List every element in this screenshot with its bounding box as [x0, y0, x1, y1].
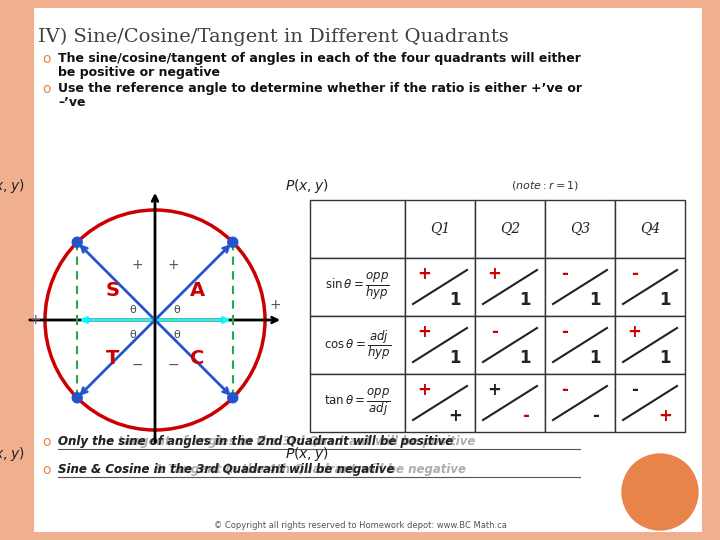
Text: o: o	[42, 82, 50, 96]
Bar	[545, 374, 615, 432]
Bar	[475, 374, 545, 432]
Bar	[405, 316, 475, 374]
Bar	[615, 200, 685, 258]
Text: T: T	[107, 348, 120, 368]
Bar	[18, 8, 34, 532]
Text: be positive or negative: be positive or negative	[58, 66, 220, 79]
Text: 1: 1	[590, 349, 601, 367]
Bar	[310, 200, 405, 258]
Text: Q4: Q4	[640, 222, 660, 236]
Text: Q2: Q2	[500, 222, 520, 236]
Text: $\cos\theta = \dfrac{adj}{hyp}$: $\cos\theta = \dfrac{adj}{hyp}$	[324, 328, 391, 362]
Bar	[615, 316, 685, 374]
Text: +: +	[659, 407, 672, 425]
Text: Only the sine of angles in the 2nd Quadrant will be positive: Only the sine of angles in the 2nd Quadr…	[58, 435, 453, 448]
Text: +: +	[418, 265, 431, 284]
Text: IV) Sine/Cosine/Tangent in Different Quadrants: IV) Sine/Cosine/Tangent in Different Qua…	[38, 28, 509, 46]
Text: -: -	[522, 407, 528, 425]
Bar	[475, 258, 545, 316]
Bar	[310, 258, 405, 316]
Text: © Copyright all rights reserved to Homework depot: www.BC Math.ca: © Copyright all rights reserved to Homew…	[214, 521, 506, 530]
Text: $\tan\theta = \dfrac{opp}{adj}$: $\tan\theta = \dfrac{opp}{adj}$	[324, 388, 391, 418]
Text: $P\left(x,y\right)$: $P\left(x,y\right)$	[0, 445, 25, 463]
Text: Sine & Cosine & Tangent in the 4th Quadrant will be negative: Sine & Cosine & Tangent in the 4th Quadr…	[58, 463, 466, 476]
Text: A: A	[189, 280, 204, 300]
Text: -: -	[631, 381, 638, 399]
Text: o: o	[42, 52, 50, 66]
Text: −: −	[167, 358, 179, 372]
Bar	[545, 200, 615, 258]
Bar	[310, 316, 405, 374]
Bar	[405, 374, 475, 432]
Text: 1: 1	[660, 291, 671, 309]
Bar	[405, 258, 475, 316]
Text: -: -	[631, 265, 638, 284]
Text: +: +	[418, 323, 431, 341]
Text: -: -	[561, 265, 568, 284]
Text: +: +	[418, 381, 431, 399]
Circle shape	[72, 237, 82, 247]
Text: +: +	[487, 381, 502, 399]
Bar	[405, 200, 475, 258]
Circle shape	[72, 393, 82, 403]
Text: o: o	[42, 463, 50, 477]
Text: 1: 1	[450, 291, 461, 309]
Text: +: +	[449, 407, 462, 425]
Bar	[545, 316, 615, 374]
Text: Q1: Q1	[430, 222, 450, 236]
Text: −: −	[131, 358, 143, 372]
Text: $P\left(x,y\right)$: $P\left(x,y\right)$	[0, 177, 25, 195]
Bar	[615, 258, 685, 316]
Text: Sine & Cosine in the 3rd Quadrant will be negative: Sine & Cosine in the 3rd Quadrant will b…	[58, 463, 395, 476]
Text: +: +	[628, 323, 642, 341]
Bar	[475, 316, 545, 374]
Text: 1: 1	[520, 349, 531, 367]
Text: 1: 1	[450, 349, 461, 367]
Text: -: -	[491, 323, 498, 341]
Circle shape	[228, 393, 238, 403]
Text: 1: 1	[660, 349, 671, 367]
Text: θ: θ	[174, 330, 181, 340]
Text: -: -	[561, 381, 568, 399]
Text: Only the tangent of angles in the 3rd Quadrant will be positive: Only the tangent of angles in the 3rd Qu…	[58, 435, 475, 448]
Text: C: C	[190, 348, 204, 368]
Bar	[310, 374, 405, 432]
Text: $\left(note : r = 1\right)$: $\left(note : r = 1\right)$	[511, 179, 579, 192]
Circle shape	[228, 237, 238, 247]
Bar	[545, 258, 615, 316]
Text: +: +	[487, 265, 502, 284]
Text: -: -	[592, 407, 599, 425]
Text: o: o	[42, 435, 50, 449]
Bar	[615, 374, 685, 432]
Text: +: +	[30, 313, 41, 327]
Text: -: -	[561, 323, 568, 341]
Text: θ: θ	[130, 305, 136, 315]
Text: $P\left(x,y\right)$: $P\left(x,y\right)$	[285, 445, 328, 463]
Text: Q3: Q3	[570, 222, 590, 236]
Circle shape	[622, 454, 698, 530]
Text: –’ve: –’ve	[58, 96, 86, 109]
Text: θ: θ	[174, 305, 181, 315]
Text: The sine/cosine/tangent of angles in each of the four quadrants will either: The sine/cosine/tangent of angles in eac…	[58, 52, 581, 65]
Text: θ: θ	[130, 330, 136, 340]
Text: 1: 1	[590, 291, 601, 309]
Bar	[475, 200, 545, 258]
Text: 1: 1	[520, 291, 531, 309]
Text: +: +	[131, 258, 143, 272]
Text: $\sin\theta = \dfrac{opp}{hyp}$: $\sin\theta = \dfrac{opp}{hyp}$	[325, 272, 390, 302]
Text: $P\left(x,y\right)$: $P\left(x,y\right)$	[285, 177, 328, 195]
Text: S: S	[106, 280, 120, 300]
Text: +: +	[269, 298, 281, 312]
Text: +: +	[167, 258, 179, 272]
Text: Use the reference angle to determine whether if the ratio is either +’ve or: Use the reference angle to determine whe…	[58, 82, 582, 95]
